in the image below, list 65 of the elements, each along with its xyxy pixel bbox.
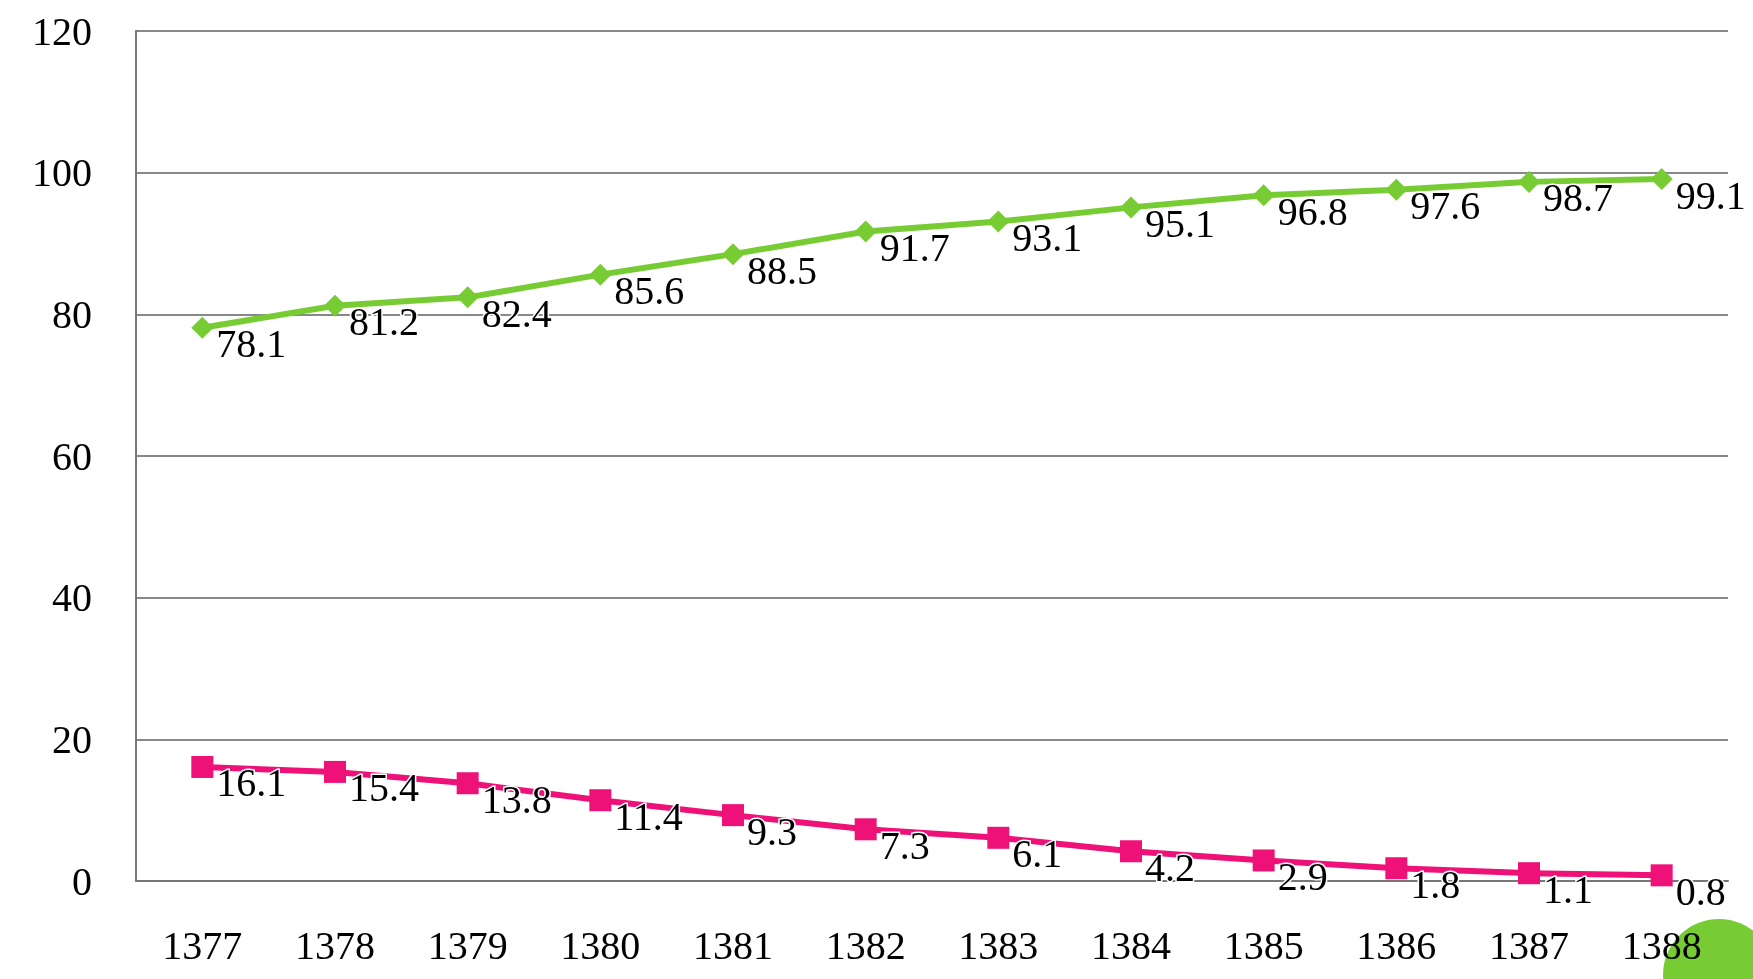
y-tick-label: 120: [32, 8, 92, 54]
point: [1385, 178, 1408, 201]
data-label: 97.6: [1410, 183, 1481, 229]
point: [1518, 170, 1540, 193]
point: [1650, 864, 1673, 887]
point: [324, 760, 346, 783]
data-label: 11.4: [614, 793, 683, 839]
point: [456, 772, 479, 795]
point: [324, 294, 346, 317]
point: [1252, 184, 1275, 207]
data-label: 2.9: [1277, 853, 1328, 899]
x-tick-label: 1387: [1489, 922, 1569, 968]
data-label: 7.3: [879, 822, 930, 868]
x-tick-label: 1377: [162, 922, 243, 968]
y-tick-label: 20: [52, 716, 92, 762]
point: [1518, 862, 1540, 885]
point: [1252, 849, 1275, 872]
x-tick-label: 1381: [693, 922, 773, 968]
point: [1650, 168, 1673, 191]
data-label: 81.2: [349, 299, 419, 345]
y-tick-label: 100: [32, 150, 92, 196]
point: [191, 755, 214, 778]
point: [987, 210, 1010, 233]
point: [722, 243, 744, 266]
point: [1120, 840, 1142, 863]
y-tick-label: 40: [52, 575, 92, 621]
data-label: 16.1: [216, 760, 287, 806]
point: [456, 286, 479, 309]
point: [987, 826, 1010, 849]
point: [722, 804, 744, 827]
data-label: 93.1: [1012, 215, 1083, 261]
data-label: 4.2: [1145, 844, 1195, 890]
x-tick-label: 1379: [427, 922, 508, 968]
data-label: 6.1: [1012, 831, 1063, 877]
y-tick-label: 80: [52, 291, 92, 337]
point: [854, 220, 877, 243]
x-tick-label: 1383: [958, 922, 1039, 968]
x-tick-label: 1385: [1223, 922, 1304, 968]
data-label: 85.6: [614, 268, 685, 314]
x-tick-label: 1380: [560, 922, 641, 968]
data-label: 1.8: [1410, 861, 1461, 907]
data-label: 98.7: [1543, 175, 1613, 221]
point: [589, 263, 612, 286]
data-label: 88.5: [747, 247, 817, 293]
data-label: 15.4: [349, 765, 419, 811]
x-tick-label: 1382: [825, 922, 906, 968]
data-label: 96.8: [1277, 188, 1348, 234]
x-tick-label: 1386: [1356, 922, 1437, 968]
data-label: 95.1: [1145, 200, 1215, 246]
point: [854, 818, 877, 841]
point: [191, 316, 214, 339]
point: [1385, 857, 1408, 880]
y-tick-label: 0: [72, 858, 92, 904]
data-label: 78.1: [216, 321, 287, 367]
data-label: 99.1: [1675, 172, 1746, 218]
data-label: 0.8: [1675, 868, 1726, 914]
x-tick-label: 1378: [295, 922, 375, 968]
point: [589, 789, 612, 812]
data-label: 91.7: [879, 224, 950, 270]
y-tick-label: 60: [52, 433, 92, 479]
data-label: 9.3: [747, 808, 797, 854]
point: [1120, 196, 1142, 219]
x-tick-label: 1384: [1091, 922, 1171, 968]
data-label: 1.1: [1543, 866, 1593, 912]
data-label: 82.4: [481, 290, 552, 336]
